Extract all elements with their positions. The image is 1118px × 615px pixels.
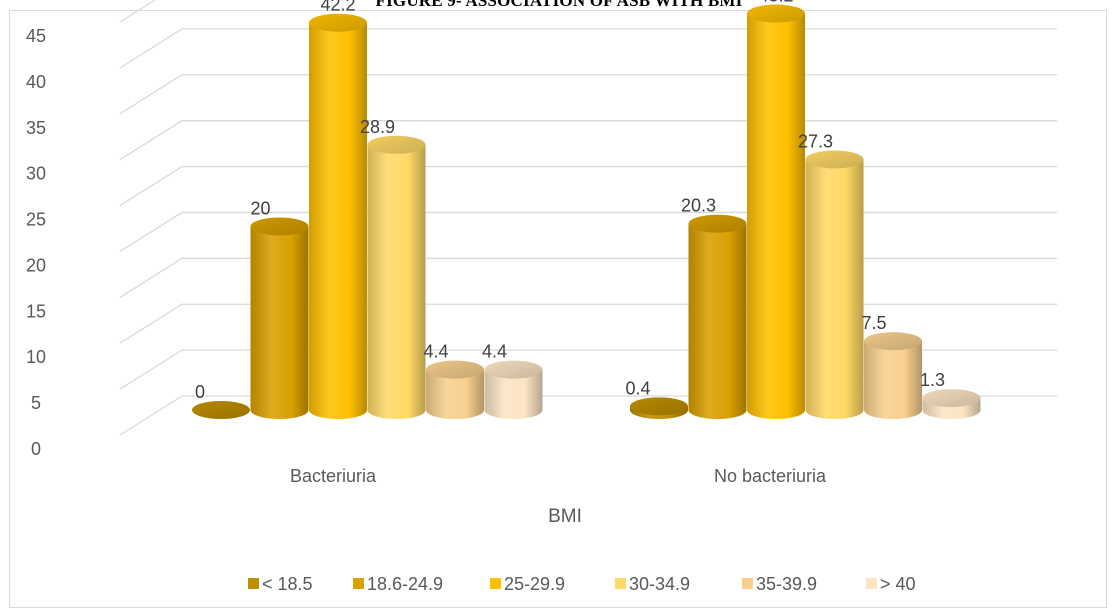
y-tick-label: 0 [31,439,41,459]
x-category-label: Bacteriuria [290,466,377,486]
bar [367,135,426,420]
data-label: 7.5 [861,313,886,333]
bar [688,214,747,419]
data-label: 43.2 [758,0,793,6]
y-tick-label: 30 [26,164,46,184]
bar-top [922,389,981,408]
y-tick-label: 15 [26,301,46,321]
x-axis-title: BMI [548,506,582,527]
legend-swatch [866,578,877,589]
data-label: 4.4 [482,342,507,362]
bar [805,150,864,420]
legend-item: 18.6-24.9 [353,574,443,594]
bars [192,4,981,420]
bar-top [309,13,367,32]
legend-swatch [248,578,259,589]
bar-top [864,332,922,351]
legend-item: < 18.5 [248,574,313,594]
bar-body [484,369,543,419]
bar-body [688,223,747,419]
bar-top [747,4,805,23]
y-axis-ticks: 0 5 10 15 20 25 30 35 40 45 [26,26,46,459]
legend-item: 30-34.9 [615,574,690,594]
bar-body [250,226,309,419]
bar-top [630,397,688,416]
y-tick-label: 5 [31,393,41,413]
gridline-depth [119,349,183,390]
bar [426,360,484,419]
legend-item: 35-39.9 [742,574,817,594]
data-label: 20.3 [681,196,716,216]
bar [250,217,309,419]
legend-label: 35-39.9 [756,574,817,594]
bar-top [192,401,250,419]
y-tick-label: 35 [26,118,46,138]
gridline-depth [119,395,183,436]
bar [192,401,250,419]
gridline-depth [119,211,183,252]
data-label: 27.3 [798,131,833,151]
legend-label: 30-34.9 [629,574,690,594]
y-tick-label: 20 [26,255,46,275]
data-label: 28.9 [360,117,395,137]
gridline-depth [119,0,157,23]
data-label: 1.3 [920,370,945,390]
legend-label: 25-29.9 [504,574,565,594]
data-label: 42.2 [320,0,355,15]
gridline-depth [119,74,183,115]
page-title: FIGURE 9- ASSOCIATION OF ASB WITH BMI [375,0,743,10]
bar [747,4,805,420]
y-tick-label: 45 [26,26,46,46]
gridline-depth [119,303,183,344]
bar-body [864,341,922,419]
bar-top [688,214,747,233]
data-label: 20 [250,198,270,218]
x-axis-categories: Bacteriuria No bacteriuria [290,466,827,486]
bar-top [426,360,484,379]
chart-frame [9,10,1107,608]
gridline-depth [119,120,183,161]
legend-swatch [490,578,501,589]
bar-body [747,13,805,420]
legend-swatch [615,578,626,589]
legend-label: > 40 [880,574,916,594]
bar-top [484,360,543,379]
legend-swatch [353,578,364,589]
legend-label: 18.6-24.9 [367,574,443,594]
bar-top [805,150,864,169]
legend-item: 25-29.9 [490,574,565,594]
gridline-depth [119,28,183,69]
bar [484,360,543,419]
bar-top [250,217,309,236]
data-labels: 0 20 42.2 28.9 4.4 4.4 0.4 20.3 43.2 27.3 7.5 1.3 [195,0,945,402]
bar [864,332,922,419]
bar-body [309,22,367,419]
gridline-depth [119,166,183,207]
data-label: 0 [195,382,205,402]
bar [922,389,981,419]
bar [309,13,367,419]
data-label: 4.4 [423,342,448,362]
bar-body [367,144,426,420]
y-tick-label: 25 [26,210,46,230]
gridline-depth [119,257,183,298]
bar-body [805,159,864,420]
bar [630,397,688,419]
y-tick-label: 40 [26,72,46,92]
y-tick-label: 10 [26,347,46,367]
legend-swatch [742,578,753,589]
x-category-label: No bacteriuria [714,466,827,486]
bar-body [426,369,484,419]
data-label: 0.4 [625,378,650,398]
legend-item: > 40 [866,574,916,594]
legend: < 18.5 18.6-24.9 25-29.9 30-34.9 35-39.9 > 40 [248,574,916,594]
bar-top [367,135,426,154]
legend-label: < 18.5 [262,574,313,594]
